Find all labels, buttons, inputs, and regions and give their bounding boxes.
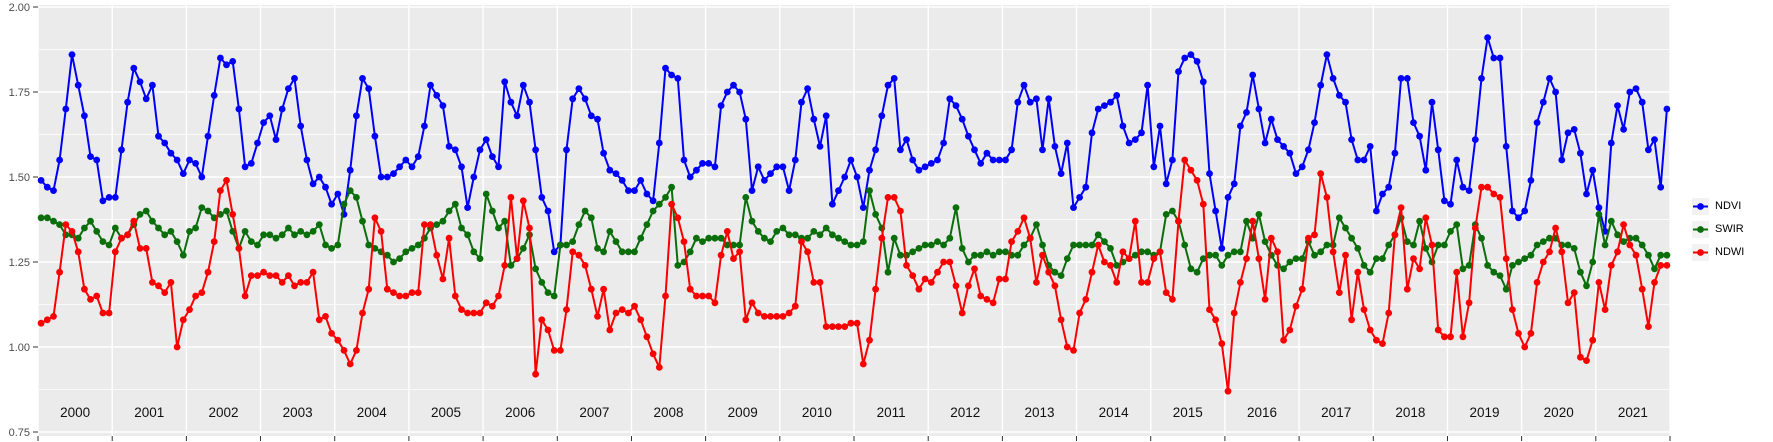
x-year-label: 2001 (134, 405, 164, 420)
y-axis-labels: 0.75 1.00 1.25 1.50 1.75 2.00 (9, 2, 30, 439)
x-year-label: 2017 (1321, 405, 1351, 420)
x-axis-labels: 2000 2001 2002 2003 2004 2005 2006 2007 2008 2009… (60, 405, 1648, 420)
x-year-label: 2021 (1618, 405, 1648, 420)
y-tick-label: 1.00 (9, 342, 30, 354)
legend-key-swir-icon (1692, 221, 1709, 238)
x-year-label: 2013 (1024, 405, 1054, 420)
legend-item-ndwi: NDWI (1692, 241, 1744, 264)
x-year-label: 2008 (653, 405, 683, 420)
x-year-label: 2015 (1173, 405, 1203, 420)
x-year-label: 2009 (728, 405, 758, 420)
y-tick-label: 1.25 (9, 257, 30, 269)
x-year-label: 2004 (357, 405, 388, 420)
legend-key-ndvi-icon (1692, 198, 1709, 215)
x-year-label: 2020 (1544, 405, 1574, 420)
x-year-label: 2010 (802, 405, 832, 420)
y-tick-label: 2.00 (9, 2, 30, 14)
legend-item-swir: SWIR (1692, 218, 1744, 241)
x-year-label: 2000 (60, 405, 90, 420)
x-year-label: 2007 (579, 405, 609, 420)
y-tick-label: 0.75 (9, 427, 30, 439)
legend-key-ndwi-icon (1692, 244, 1709, 261)
axis-ticks (33, 6, 1671, 441)
x-year-label: 2003 (283, 405, 313, 420)
x-year-label: 2012 (950, 405, 980, 420)
x-year-label: 2018 (1395, 405, 1425, 420)
x-year-label: 2005 (431, 405, 461, 420)
legend-label-swir: SWIR (1715, 223, 1744, 235)
x-year-label: 2016 (1247, 405, 1277, 420)
x-year-label: 2019 (1469, 405, 1499, 420)
x-year-label: 2002 (208, 405, 238, 420)
gridlines-major (37, 5, 1671, 436)
y-tick-label: 1.75 (9, 87, 30, 99)
legend: NDVI SWIR NDWI (1692, 195, 1744, 264)
series-swir (37, 183, 1671, 300)
legend-label-ndwi: NDWI (1715, 246, 1745, 258)
x-year-label: 2006 (505, 405, 535, 420)
series-ndvi (37, 34, 1671, 256)
x-year-label: 2014 (1099, 405, 1130, 420)
y-tick-label: 1.50 (9, 172, 30, 184)
x-year-label: 2011 (877, 405, 906, 420)
legend-item-ndvi: NDVI (1692, 195, 1744, 218)
series-ndwi (37, 156, 1671, 395)
legend-label-ndvi: NDVI (1715, 200, 1742, 212)
